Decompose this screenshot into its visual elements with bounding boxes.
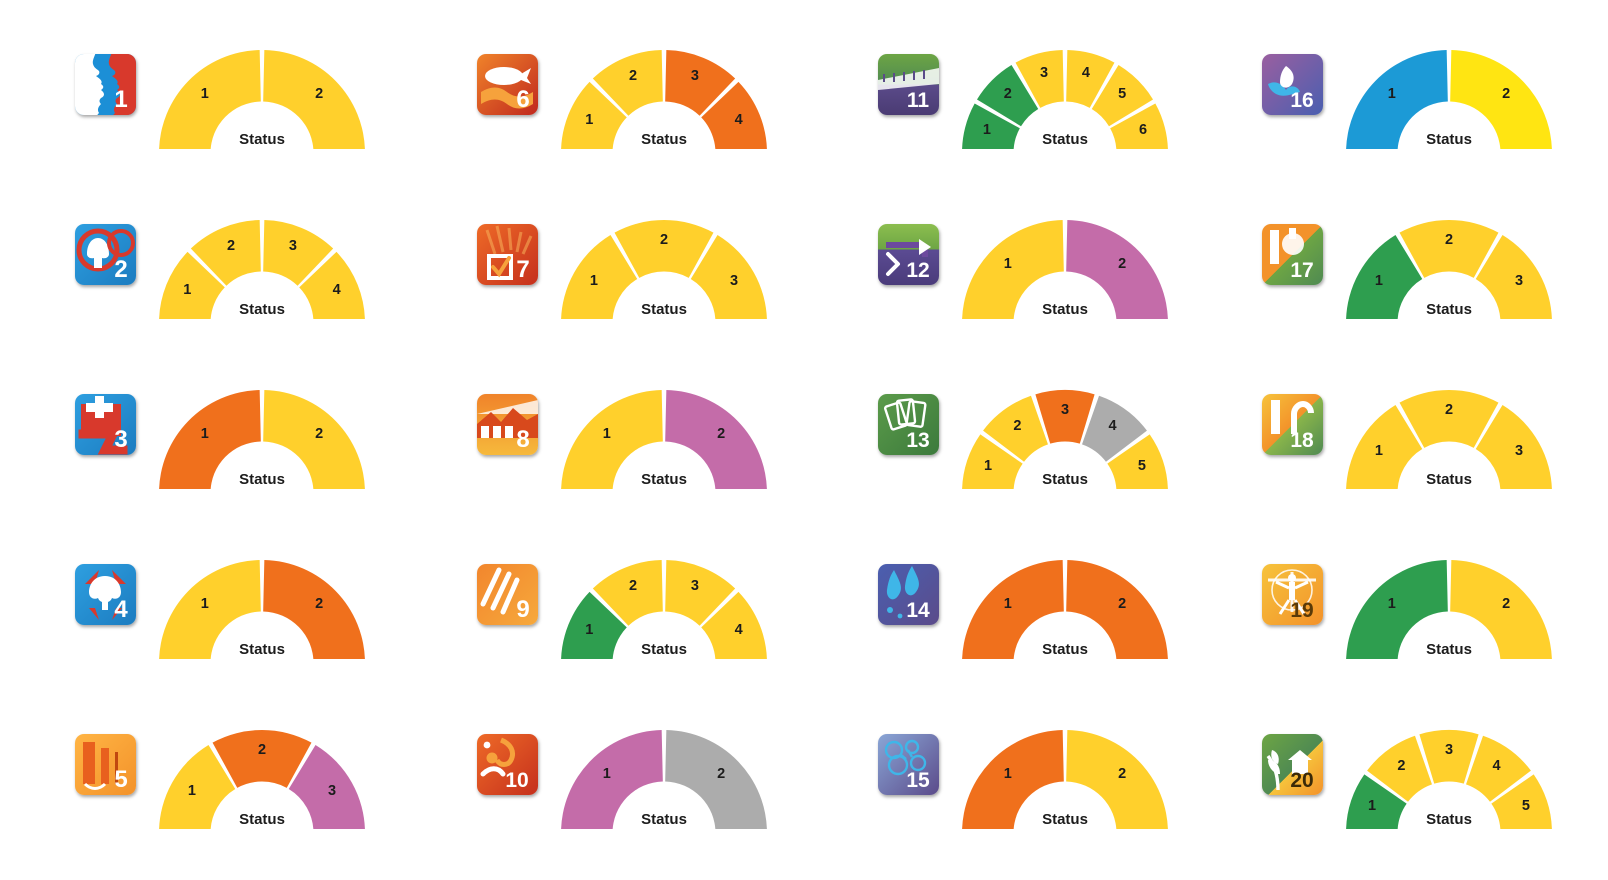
svg-text:8: 8 xyxy=(516,426,529,453)
svg-text:9: 9 xyxy=(516,596,529,623)
svg-text:6: 6 xyxy=(516,86,529,113)
svg-text:7: 7 xyxy=(516,256,529,283)
svg-text:4: 4 xyxy=(114,596,128,623)
svg-text:17: 17 xyxy=(1290,259,1313,282)
svg-text:14: 14 xyxy=(906,599,930,622)
svg-text:5: 5 xyxy=(114,766,127,793)
svg-text:16: 16 xyxy=(1290,89,1313,112)
svg-text:1: 1 xyxy=(114,86,127,113)
svg-text:12: 12 xyxy=(906,259,929,282)
svg-text:3: 3 xyxy=(114,426,127,453)
svg-text:15: 15 xyxy=(906,769,930,792)
svg-text:20: 20 xyxy=(1290,769,1313,792)
svg-text:19: 19 xyxy=(1290,599,1313,622)
svg-text:13: 13 xyxy=(906,429,929,452)
svg-text:2: 2 xyxy=(114,256,127,283)
svg-text:10: 10 xyxy=(505,769,528,792)
svg-text:11: 11 xyxy=(907,89,930,112)
svg-text:18: 18 xyxy=(1290,429,1314,452)
